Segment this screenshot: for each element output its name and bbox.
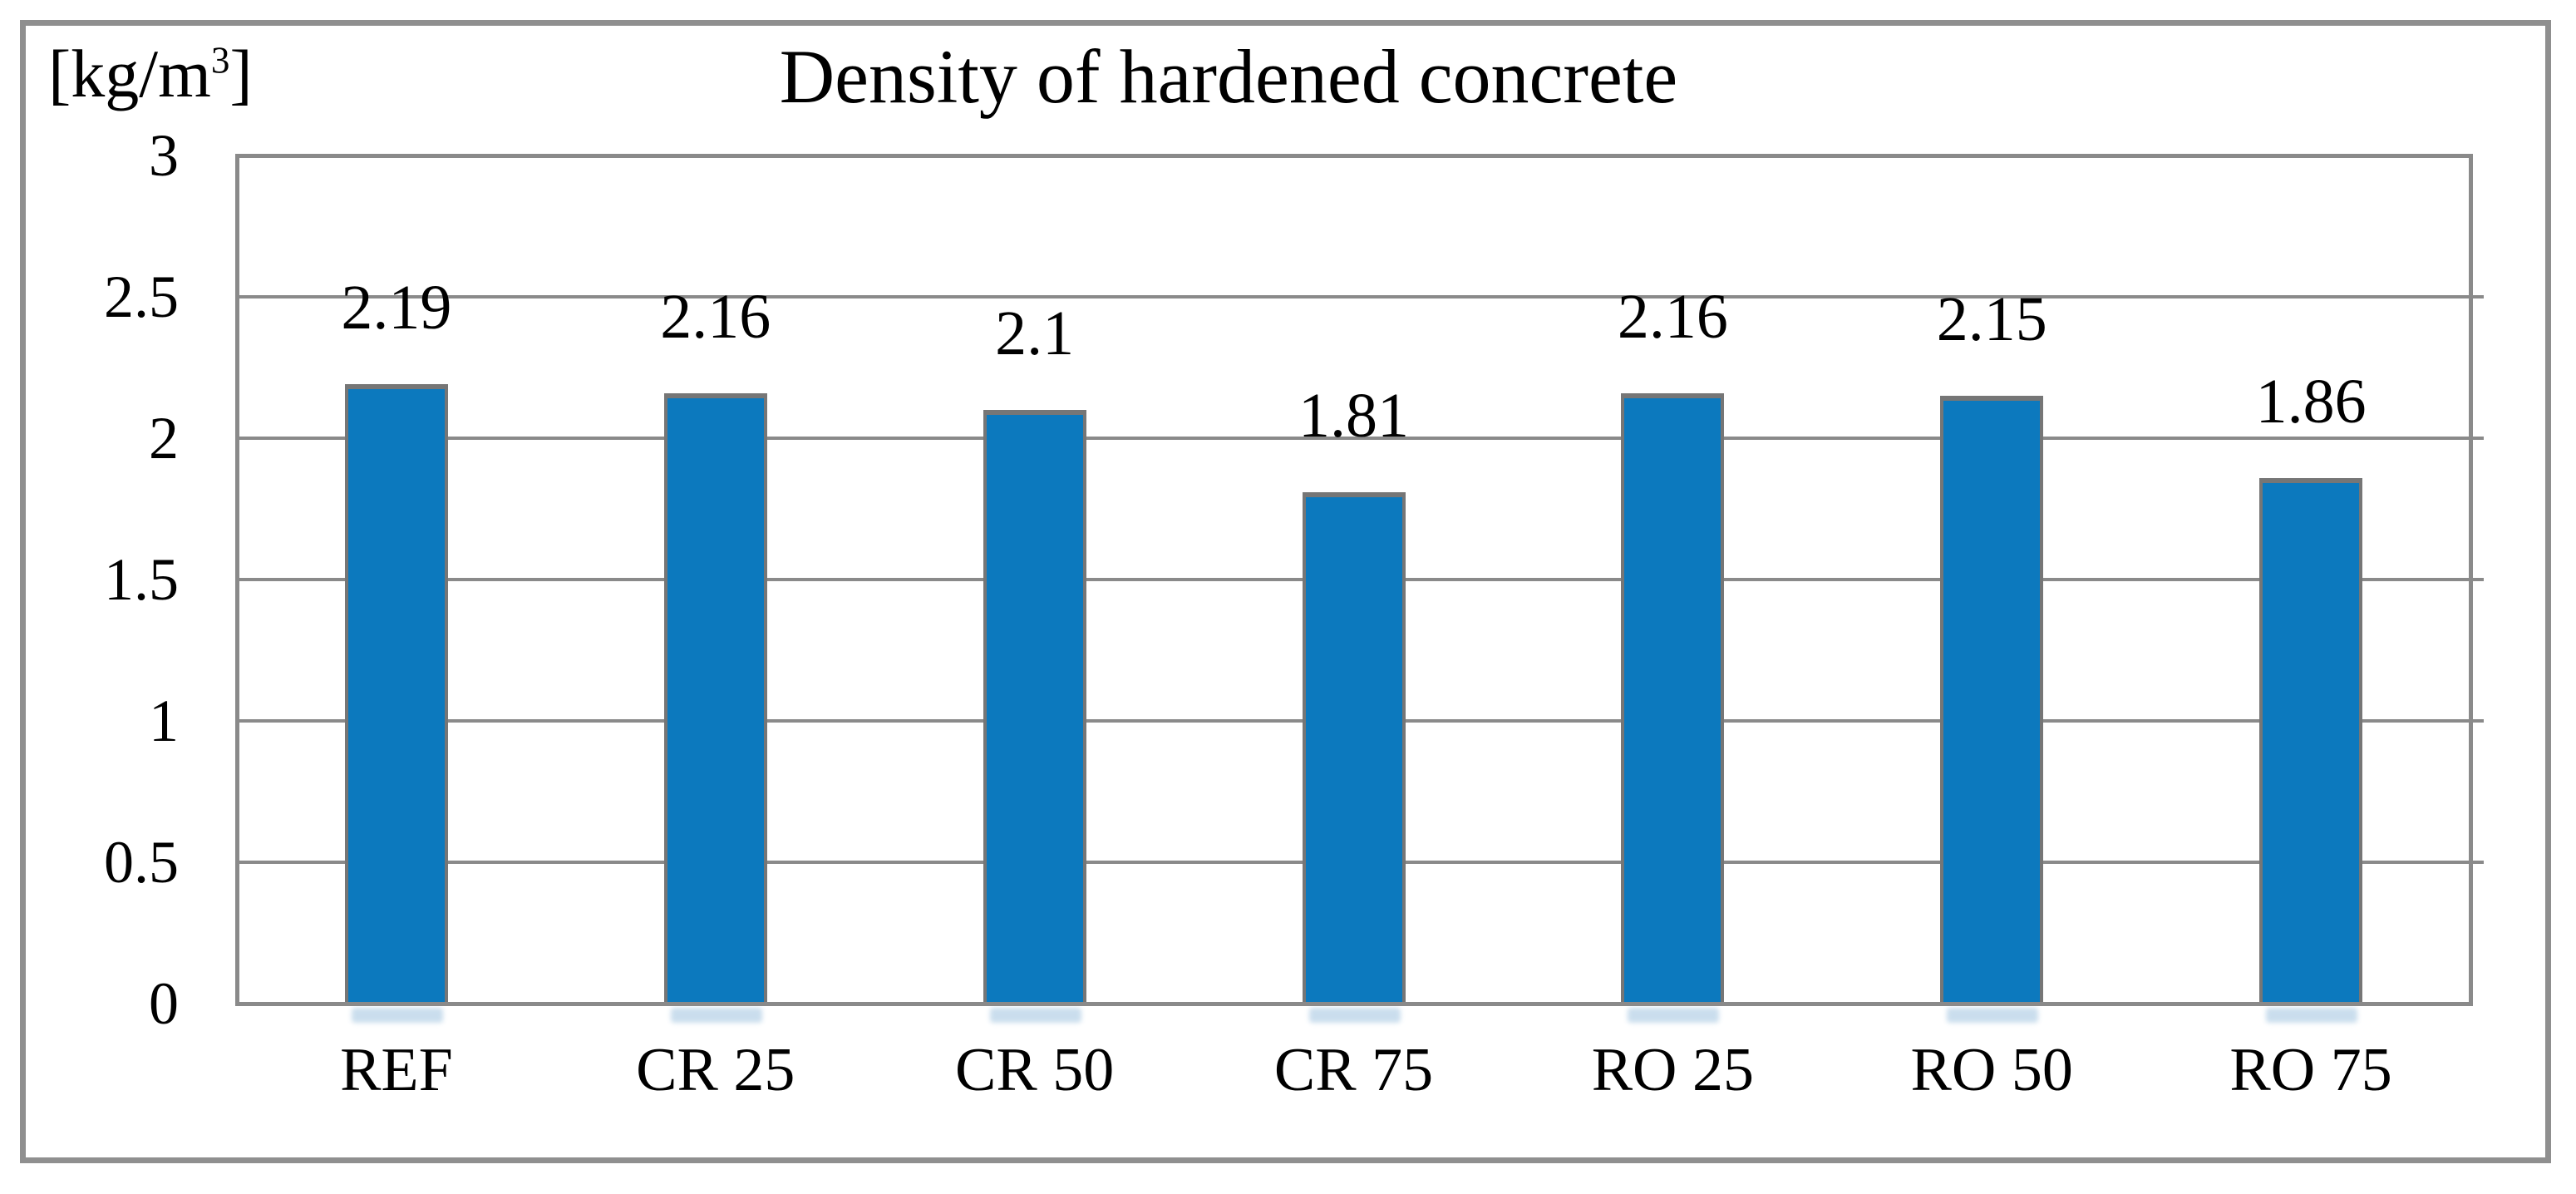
- y-axis-unit-label: [kg/m3]: [48, 37, 253, 111]
- bar-shadow-RO 50: [1947, 1008, 2039, 1023]
- y-tick-label-2.5: 2.5: [104, 264, 179, 330]
- x-tick-label-CR 75: CR 75: [1273, 1036, 1434, 1104]
- x-tick-label-RO 50: RO 50: [1910, 1036, 2073, 1104]
- gridline-2: [237, 437, 2470, 440]
- x-tick-label-CR 25: CR 25: [636, 1036, 795, 1104]
- bar-shadow-CR 25: [670, 1008, 762, 1023]
- bar-shadow-RO 75: [2266, 1008, 2358, 1023]
- y-axis-unit-superscript: 3: [210, 39, 230, 81]
- x-tick-label-RO 75: RO 75: [2229, 1036, 2392, 1104]
- bar-shadow-CR 50: [989, 1008, 1081, 1023]
- y-axis-unit-prefix: [kg/m: [48, 36, 211, 111]
- x-tick-label-REF: REF: [340, 1036, 453, 1104]
- value-label-REF: 2.19: [341, 273, 452, 343]
- bar-REF: [344, 384, 448, 1004]
- y-tick-label-0: 0: [149, 970, 179, 1037]
- value-label-CR 75: 1.81: [1298, 380, 1409, 451]
- axis-tick-right-1: [2470, 719, 2484, 723]
- bar-shadow-CR 75: [1308, 1008, 1401, 1023]
- bar-CR 50: [983, 410, 1086, 1004]
- bar-RO 50: [1940, 396, 2044, 1004]
- x-tick-label-CR 50: CR 50: [955, 1036, 1115, 1104]
- y-tick-label-0.5: 0.5: [104, 829, 179, 896]
- value-label-RO 25: 2.16: [1617, 281, 1728, 352]
- y-axis-unit-suffix: ]: [229, 36, 253, 111]
- gridline-2.5: [237, 295, 2470, 298]
- value-label-RO 75: 1.86: [2255, 366, 2367, 437]
- bar-shadow-RO 25: [1628, 1008, 1720, 1023]
- bar-shadow-REF: [351, 1008, 443, 1023]
- value-label-CR 50: 2.1: [995, 298, 1075, 368]
- bar-RO 75: [2259, 477, 2363, 1004]
- x-tick-label-RO 25: RO 25: [1591, 1036, 1754, 1104]
- axis-tick-right-2: [2470, 437, 2484, 440]
- bar-CR 75: [1302, 491, 1406, 1004]
- y-tick-label-1: 1: [149, 688, 179, 754]
- bar-CR 25: [663, 392, 767, 1004]
- plot-border: [235, 154, 2473, 1006]
- axis-tick-right-0.5: [2470, 861, 2484, 864]
- y-tick-label-2: 2: [149, 405, 179, 471]
- value-label-RO 50: 2.15: [1936, 284, 2047, 354]
- y-tick-label-1.5: 1.5: [104, 546, 179, 613]
- y-tick-label-3: 3: [149, 122, 179, 189]
- bar-RO 25: [1621, 392, 1725, 1004]
- axis-tick-right-1.5: [2470, 578, 2484, 581]
- axis-tick-right-2.5: [2470, 295, 2484, 298]
- chart-title: Density of hardened concrete: [779, 34, 1678, 119]
- value-label-CR 25: 2.16: [660, 281, 771, 352]
